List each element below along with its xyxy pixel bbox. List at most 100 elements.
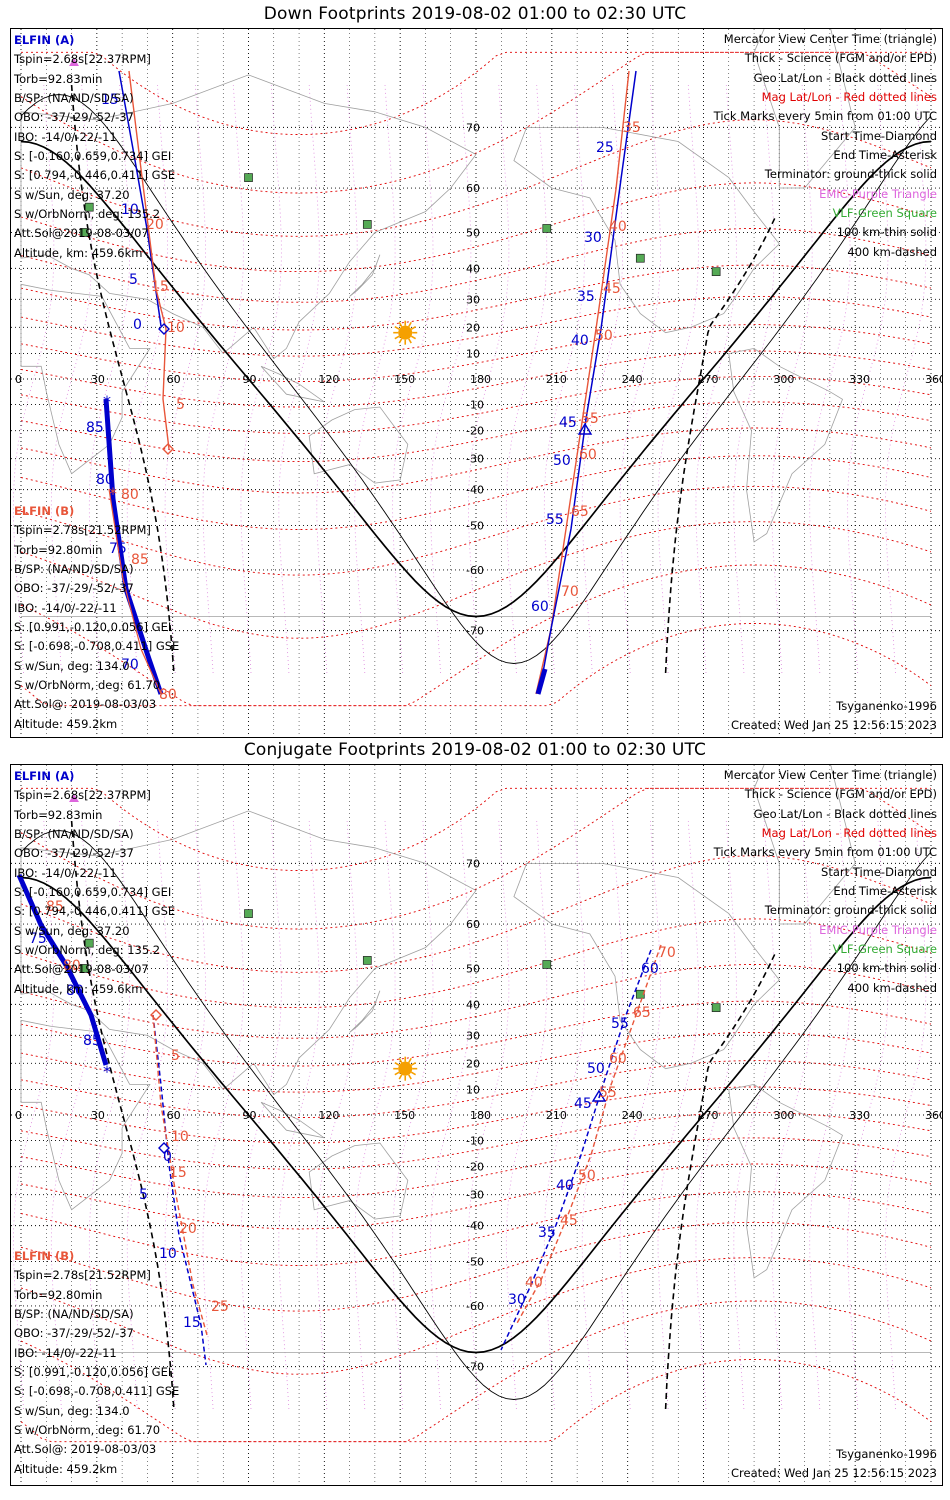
emic-triangle (69, 58, 79, 66)
track-tick-label: 50 (595, 328, 613, 344)
legend-l1: Mercator View Center Time (triangle) (723, 32, 937, 46)
mag-meridian (771, 84, 813, 674)
track-tick-label: 20 (179, 1221, 197, 1237)
legend-l12: 400 km-dashed (847, 980, 937, 995)
vlf-station-marker (79, 228, 89, 237)
mag-meridian (278, 84, 320, 674)
sun-ray (410, 335, 417, 340)
track-tick-label: 50 (553, 453, 571, 469)
info-line: S w/OrbNorm, deg: 135.2 (14, 207, 161, 222)
mag-parallel (20, 51, 932, 194)
lon-tick-label: 240 (622, 373, 643, 386)
elfin-b-header: ELFIN (B) (14, 1249, 75, 1263)
lon-tick-label: 240 (622, 1109, 643, 1122)
info-line: OBO: -37/-29/-52/-37 (14, 581, 134, 596)
mag-parallel (20, 1300, 932, 1443)
track-tick-label: 5 (139, 1187, 148, 1203)
lat-tick-label: 20 (466, 1057, 480, 1070)
vlf-station-marker (84, 938, 94, 948)
mag-meridian (354, 84, 396, 674)
axis-labels: 0306090120150180210240270300330360706050… (15, 121, 942, 637)
terminator-100km (20, 94, 932, 664)
lon-tick-label: 90 (243, 1109, 257, 1122)
mag-parallel (20, 264, 932, 331)
mag-parallel (20, 1060, 932, 1118)
mag-meridians (12, 84, 927, 674)
info-line: Att.Sol@: 2019-08-03/03 (14, 697, 157, 712)
lon-tick-label: 0 (15, 1109, 22, 1122)
terminator-400km-east (664, 951, 777, 1410)
mag-parallel (20, 1191, 932, 1266)
lon-tick-label: 60 (167, 1109, 181, 1122)
mag-parallel (20, 1257, 932, 1375)
mag-meridian (240, 84, 282, 674)
continent (20, 74, 477, 360)
track-tick-label: 75 (109, 541, 127, 557)
continent (513, 863, 780, 1070)
track-tick-label: 45 (560, 1213, 578, 1229)
sun-ray (398, 1074, 403, 1080)
mag-meridian (581, 84, 624, 674)
sun-ray (398, 338, 403, 344)
legend-l6: Start Time-Diamond (821, 864, 937, 879)
info-line: Att.Sol@2019-08-03/07 (14, 226, 149, 241)
panel-title-down: Down Footprints 2019-08-02 01:00 to 02:3… (263, 4, 687, 24)
elfin-b-track-left-north (128, 70, 170, 450)
track-tick-label: 45 (574, 1096, 592, 1112)
elfin-b-track-right-conj (515, 944, 662, 1326)
track-tick-label: 80 (121, 487, 139, 503)
lon-tick-label: 300 (773, 373, 794, 386)
lon-tick-label: 180 (470, 1109, 491, 1122)
info-line: Torb=92.83min (14, 807, 103, 822)
vlf-station-marker (362, 956, 372, 965)
sun-icon (393, 320, 418, 345)
map-panel-down: 0306090120150180210240270300330360706050… (10, 28, 943, 738)
track-tick-label: 25 (211, 1299, 229, 1315)
mag-meridian (392, 84, 434, 674)
lat-tick-label: 40 (466, 998, 480, 1011)
track-tick-label: 10 (171, 1129, 189, 1145)
mag-parallel (20, 1137, 932, 1199)
sun-ray (398, 321, 403, 328)
track-tick-label: 5 (129, 272, 138, 288)
mag-parallel (20, 787, 932, 930)
track-tick-label: 65 (633, 1005, 651, 1021)
start-diamond-b (150, 1009, 162, 1021)
sun-ray (394, 1061, 400, 1066)
start-diamond-a (158, 1142, 170, 1154)
lon-tick-label: 150 (394, 373, 415, 386)
legend-l3: Geo Lat/Lon - Black dotted lines (753, 70, 937, 85)
created-label: Created: Wed Jan 25 12:56:15 2023 (730, 718, 937, 732)
mag-meridian (126, 820, 169, 1410)
legend-l11: 100 km-thin solid (836, 225, 937, 240)
sun-ray (410, 1061, 417, 1066)
track-tick-label: 55 (546, 512, 564, 528)
mag-meridian (430, 84, 472, 674)
track-tick-label: 85 (83, 1033, 101, 1049)
track-tick-label: 60 (531, 599, 549, 615)
legend-l11: 100 km-thin solid (836, 961, 937, 976)
mag-meridian (467, 84, 510, 674)
track-tick-label: 80 (96, 472, 114, 488)
legend-l5: Tick Marks every 5min from 01:00 UTC (713, 845, 937, 860)
track-tick-label: 85 (46, 899, 64, 915)
info-line: Altitude: 459.2km (14, 716, 118, 731)
info-line: S: [-0.698,-0.708,0.411] GSE (14, 1384, 180, 1399)
legend-l2: Thick - Science (FGM and/or EPD) (744, 51, 937, 66)
track-tick-label: 10 (159, 1246, 177, 1262)
legend-l4: Mag Lat/Lon - Red dotted lines (761, 826, 937, 841)
axis-labels: 0306090120150180210240270300330360706050… (15, 857, 942, 1373)
mag-meridian (316, 84, 358, 674)
legend-l3: Geo Lat/Lon - Black dotted lines (753, 806, 937, 821)
track-tick-label: 70 (121, 657, 139, 673)
mag-meridian (847, 84, 889, 674)
mag-meridian (164, 820, 206, 1410)
info-line: S: [0.991,-0.120,0.056] GEI (14, 620, 172, 635)
lat-tick-label: -30 (466, 453, 484, 466)
track-tick-label: 55 (599, 1085, 617, 1101)
mag-meridian (88, 84, 131, 674)
track-tick-label: 55 (611, 1016, 629, 1032)
sun-ray (408, 1074, 412, 1080)
created-label: Created: Wed Jan 25 12:56:15 2023 (730, 1466, 937, 1480)
elfin-a-track-right-conj (500, 949, 652, 1351)
